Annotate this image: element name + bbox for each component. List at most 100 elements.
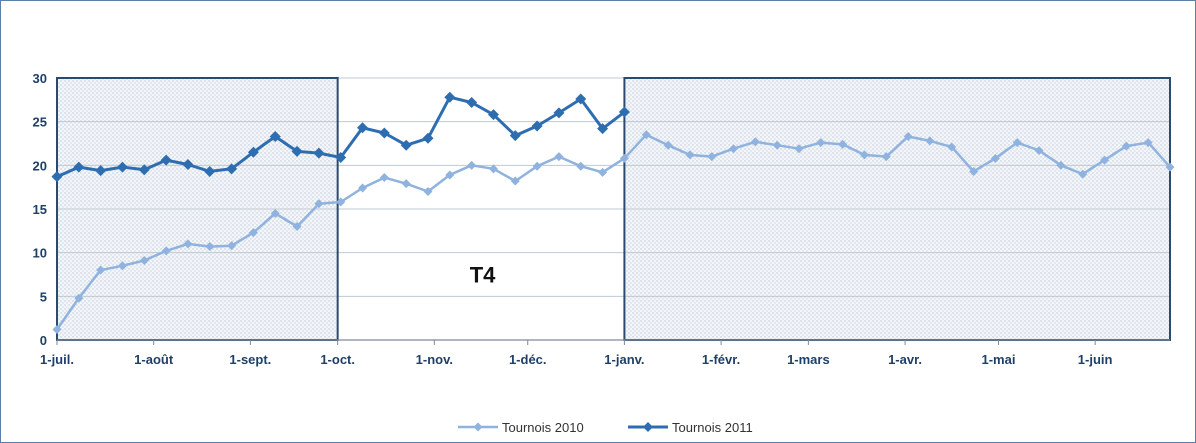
data-point <box>531 120 543 132</box>
data-point <box>400 139 412 151</box>
series-1 <box>52 130 1175 335</box>
x-tick-label-5: 1-déc. <box>509 352 547 367</box>
data-point <box>1056 160 1066 170</box>
data-point <box>772 140 782 150</box>
legend-label: Tournois 2011 <box>672 420 753 435</box>
x-tick-label-2: 1-sept. <box>229 352 271 367</box>
legend-swatch-marker <box>473 422 483 432</box>
x-tick-label-6: 1-janv. <box>604 352 644 367</box>
x-tick-label-10: 1-mai <box>981 352 1015 367</box>
data-point <box>270 208 280 218</box>
data-point <box>532 161 542 171</box>
data-point <box>52 325 62 335</box>
data-point <box>138 164 150 176</box>
data-point <box>597 123 609 135</box>
data-point <box>379 173 389 183</box>
x-tick-label-1: 1-août <box>134 352 174 367</box>
data-point <box>487 109 499 121</box>
series <box>51 91 1175 335</box>
data-point <box>794 144 804 154</box>
data-point <box>336 197 346 207</box>
data-point <box>378 127 390 139</box>
x-tick-label-0: 1-juil. <box>40 352 74 367</box>
data-point <box>1121 141 1131 151</box>
x-tick-label-8: 1-mars <box>787 352 830 367</box>
data-point <box>248 228 258 238</box>
data-point <box>509 130 521 142</box>
data-point <box>444 91 456 103</box>
data-point <box>423 187 433 197</box>
data-point <box>96 265 106 275</box>
data-point <box>969 166 979 176</box>
data-point <box>510 176 520 186</box>
data-point <box>51 171 63 183</box>
axes: 0 5 10 15 20 25 30 1-juil. 1-août 1-sept. 1-oct. 1-… <box>33 71 1170 367</box>
data-point <box>73 161 85 173</box>
data-point <box>1100 155 1110 165</box>
x-tick-label-3: 1-oct. <box>320 352 355 367</box>
data-point <box>859 150 869 160</box>
data-point <box>925 136 935 146</box>
data-point <box>205 242 215 252</box>
series-2 <box>51 91 630 183</box>
data-point <box>707 152 717 162</box>
data-point <box>838 139 848 149</box>
data-point <box>816 138 826 148</box>
data-point <box>685 150 695 160</box>
data-point <box>335 151 347 163</box>
y-tick-label-0: 0 <box>40 333 47 348</box>
data-point <box>269 131 281 143</box>
data-point <box>618 106 630 118</box>
x-tick-label-9: 1-avr. <box>888 352 922 367</box>
x-tick-label-7: 1-févr. <box>702 352 740 367</box>
data-point <box>619 153 629 163</box>
annotation-label-0: T4 <box>470 263 496 288</box>
series-line-1 <box>55 133 1171 331</box>
y-tick-label-15: 15 <box>33 202 47 217</box>
data-point <box>116 161 128 173</box>
annotations: T4 <box>470 263 496 288</box>
data-point <box>576 161 586 171</box>
data-point <box>247 146 259 158</box>
legend-swatch-marker <box>643 422 653 432</box>
data-point <box>95 165 107 177</box>
data-point <box>117 261 127 271</box>
x-tick-label-4: 1-nov. <box>416 352 453 367</box>
data-point <box>1165 162 1175 172</box>
data-point <box>750 137 760 147</box>
data-point <box>1034 145 1044 155</box>
legend-label: Tournois 2010 <box>502 420 584 435</box>
data-point <box>1143 138 1153 148</box>
legend: Tournois 2010 Tournois 2011 <box>458 420 753 435</box>
data-point <box>292 221 302 231</box>
data-point <box>313 147 325 159</box>
legend-item-2: Tournois 2011 <box>628 420 753 435</box>
data-point <box>183 239 193 249</box>
data-point <box>553 107 565 119</box>
data-point <box>161 246 171 256</box>
data-point <box>663 140 673 150</box>
y-tick-label-5: 5 <box>40 289 47 304</box>
data-point <box>598 167 608 177</box>
data-point <box>903 132 913 142</box>
data-point <box>291 145 303 157</box>
y-tick-label-20: 20 <box>33 158 47 173</box>
data-point <box>204 165 216 177</box>
data-point <box>575 93 587 105</box>
data-point <box>160 154 172 166</box>
y-tick-label-10: 10 <box>33 246 47 261</box>
data-point <box>182 158 194 170</box>
data-point <box>488 164 498 174</box>
y-tick-label-30: 30 <box>33 71 47 86</box>
data-point <box>226 163 238 175</box>
data-point <box>554 152 564 162</box>
data-point <box>314 199 324 209</box>
data-point <box>467 160 477 170</box>
data-point <box>358 183 368 193</box>
y-tick-label-25: 25 <box>33 115 47 130</box>
data-point <box>466 96 478 108</box>
data-point <box>139 256 149 266</box>
data-point <box>401 179 411 189</box>
data-point <box>445 170 455 180</box>
